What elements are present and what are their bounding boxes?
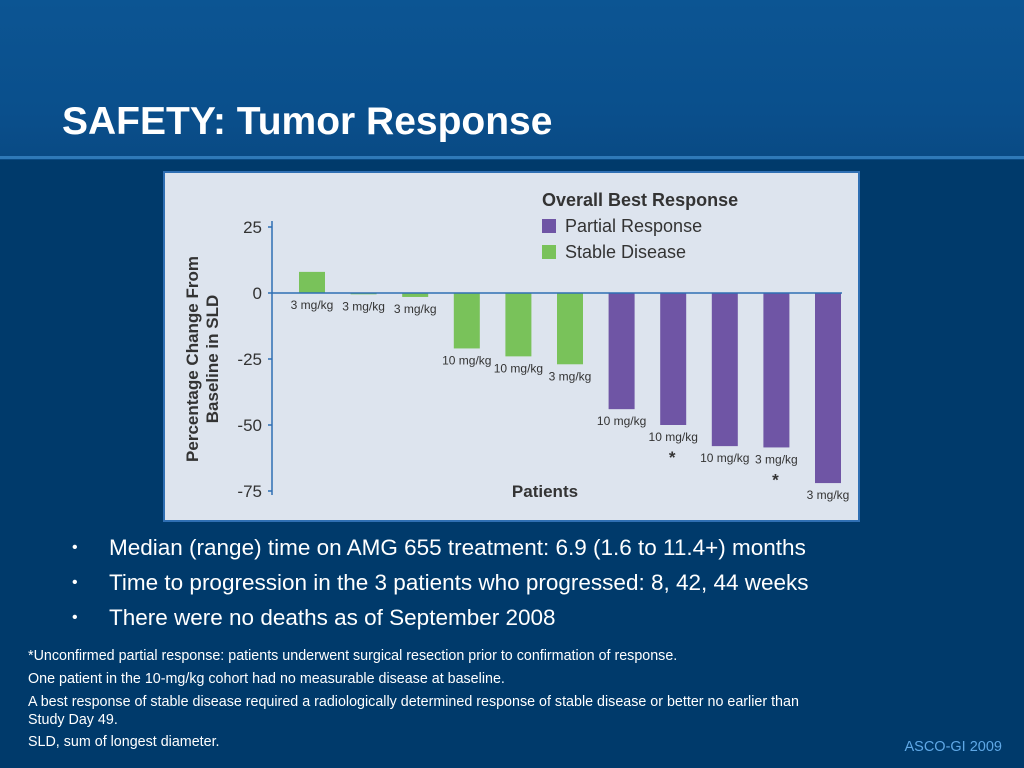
bar-label: 3 mg/kg <box>755 452 798 466</box>
bullet-item: • There were no deaths as of September 20… <box>72 604 809 639</box>
bullet-text: Time to progression in the 3 patients wh… <box>109 570 809 595</box>
legend-swatch <box>542 245 556 259</box>
y-axis-title-line: Baseline in SLD <box>203 295 222 423</box>
bullet-item: • Time to progression in the 3 patients w… <box>72 569 809 604</box>
bar <box>557 293 583 365</box>
bar-label: 10 mg/kg <box>649 430 698 444</box>
bullet-text: There were no deaths as of September 200… <box>109 605 556 630</box>
bullet-dot: • <box>72 609 78 626</box>
bar-label: 10 mg/kg <box>700 451 749 465</box>
asterisk-marker: * <box>772 470 779 489</box>
bar <box>402 293 429 297</box>
waterfall-chart: 25 0 -25 -50 -75 Percentage Change FromBaseli… <box>183 190 850 502</box>
y-tick-label: 0 <box>253 284 262 303</box>
bar <box>299 271 325 293</box>
bar-label: 3 mg/kg <box>291 298 334 312</box>
conference-label: ASCO-GI 2009 <box>904 739 1002 755</box>
bar <box>763 293 790 448</box>
title-band <box>0 0 1024 160</box>
bullet-dot: • <box>72 539 78 556</box>
legend-label: Partial Response <box>565 216 702 236</box>
bar-label: 10 mg/kg <box>597 414 646 428</box>
bar-label: 3 mg/kg <box>342 299 385 313</box>
slide-title: SAFETY: Tumor Response <box>62 100 553 143</box>
bar <box>608 293 635 410</box>
bar-label: 10 mg/kg <box>494 361 543 375</box>
bar-label: 3 mg/kg <box>807 488 850 502</box>
y-tick-label: -75 <box>237 482 262 501</box>
asterisk-marker: * <box>669 448 676 467</box>
footnote: One patient in the 10-mg/kg cohort had n… <box>28 671 505 687</box>
y-tick-label: -50 <box>237 416 262 435</box>
bullet-list: • Median (range) time on AMG 655 treatmen… <box>72 534 809 639</box>
y-tick-label: -25 <box>237 350 262 369</box>
legend-label: Stable Disease <box>565 242 686 262</box>
x-axis-title: Patients <box>512 482 578 501</box>
bar-label: 3 mg/kg <box>549 369 592 383</box>
bar <box>815 293 841 484</box>
bar <box>660 293 687 425</box>
legend-title: Overall Best Response <box>542 190 738 210</box>
footnotes: *Unconfirmed partial response: patients … <box>28 647 828 756</box>
title-divider <box>0 156 1024 159</box>
bullet-item: • Median (range) time on AMG 655 treatmen… <box>72 534 809 569</box>
bullet-text: Median (range) time on AMG 655 treatment… <box>109 535 806 560</box>
y-axis-title-line: Percentage Change From <box>183 256 202 462</box>
legend-swatch <box>542 219 556 233</box>
footnote: A best response of stable disease requir… <box>28 694 799 728</box>
footnote: *Unconfirmed partial response: patients … <box>28 648 678 664</box>
bar-label: 3 mg/kg <box>394 302 437 316</box>
bar <box>711 293 738 447</box>
y-axis-title: Percentage Change FromBaseline in SLD <box>183 256 222 462</box>
chart-panel: 25 0 -25 -50 -75 Percentage Change FromBaseli… <box>163 171 860 522</box>
footnote: SLD, sum of longest diameter. <box>28 734 220 750</box>
y-tick-label: 25 <box>243 218 262 237</box>
bar-label: 10 mg/kg <box>442 353 491 367</box>
bar <box>505 293 532 357</box>
bullet-dot: • <box>72 574 78 591</box>
bar <box>453 293 480 349</box>
